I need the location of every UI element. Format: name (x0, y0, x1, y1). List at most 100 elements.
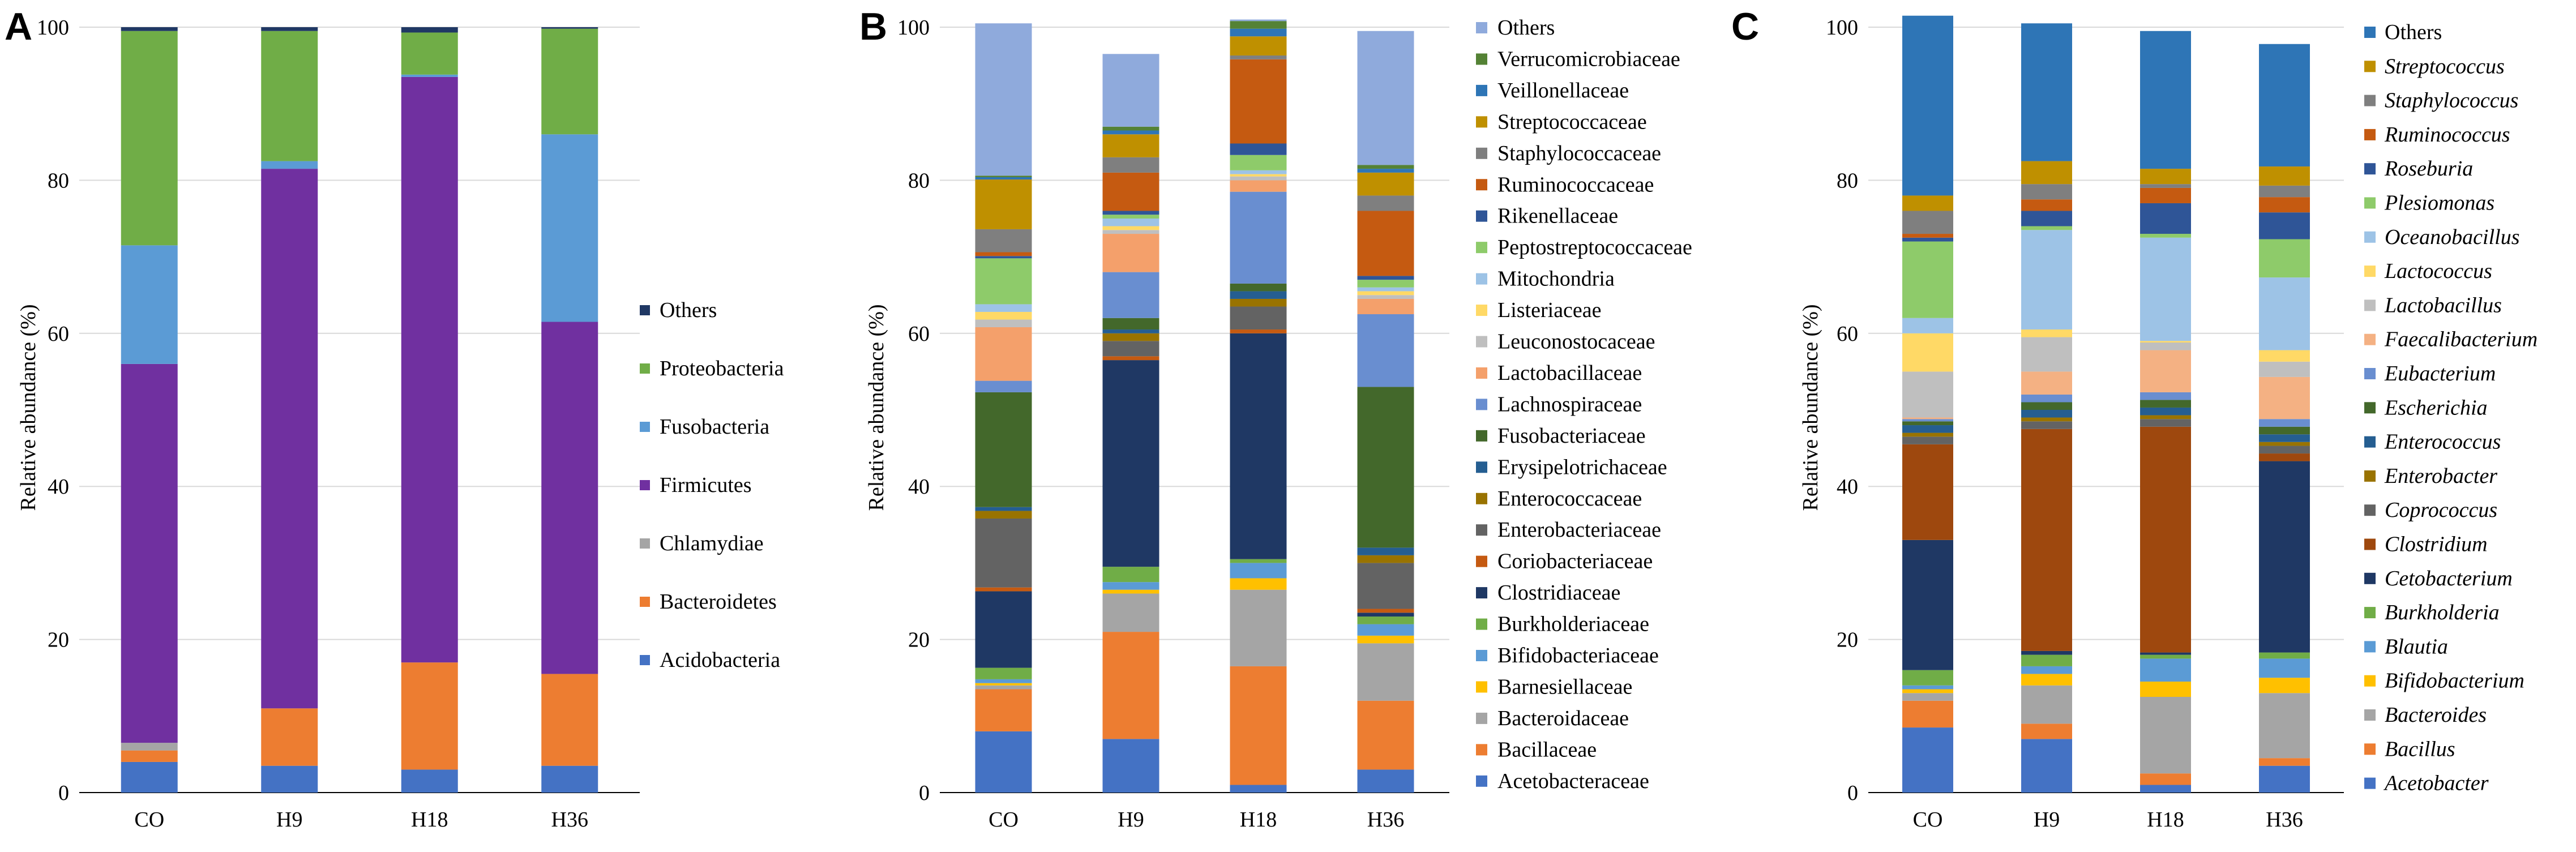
bar-segment-bacteroidaceae (975, 685, 1032, 690)
panel-a-y-axis-label: Relative abundance (%) (16, 304, 40, 511)
legend-label: Lactobacillaceae (1497, 361, 1642, 385)
legend-swatch (1476, 775, 1487, 787)
legend-label: Bacteroidetes (660, 590, 777, 614)
legend-swatch (1476, 650, 1487, 661)
bar-segment-roseburia (2021, 211, 2072, 226)
legend-item-ruminococcaceae: Ruminococcaceae (1476, 173, 1654, 196)
legend-label: Peptostreptococcaceae (1497, 236, 1692, 259)
legend-label: Listeriaceae (1497, 298, 1602, 322)
bar-segment-faecalibacterium (2140, 350, 2191, 392)
bar-segment-bacillus (2259, 758, 2310, 766)
y-tick-label: 20 (48, 628, 69, 652)
legend-swatch (1476, 336, 1487, 348)
legend-item-eubacterium: Eubacterium (2364, 362, 2496, 386)
legend-swatch (2364, 163, 2376, 175)
bar-segment-enterococcaceae (975, 511, 1032, 519)
bar-segment-clostridiaceae (1230, 333, 1287, 559)
panel-b-y-axis-label: Relative abundance (%) (865, 304, 888, 511)
bar-co (1902, 15, 1953, 793)
bar-segment-cetobacterium (1902, 540, 1953, 670)
bar-h18 (1230, 19, 1287, 793)
legend-label: Plesiomonas (2384, 191, 2494, 215)
bar-segment-rikenellaceae (1230, 143, 1287, 155)
panel-c: C 0 20 40 60 80 100 CO H9 H18 H36 Relative abund… (1731, 5, 2538, 832)
legend-label: Bacteroidaceae (1497, 707, 1629, 730)
legend-label: Ruminococcaceae (1497, 173, 1654, 196)
bar-segment-acetobacteraceae (975, 731, 1032, 793)
bar-segment-ruminococcaceae (1102, 172, 1159, 211)
panel-a-y-ticks: 0 20 40 60 80 100 (37, 16, 69, 805)
bar-segment-fusobacteria (401, 74, 458, 77)
bar-co (121, 27, 178, 793)
bar-segment-others (975, 23, 1032, 176)
legend-item-clostridium: Clostridium (2364, 533, 2488, 556)
bar-segment-clostridium (1902, 444, 1953, 540)
legend-label: Staphylococcaceae (1497, 142, 1661, 165)
bar-segment-enterococcus (2021, 410, 2072, 418)
legend-item-escherichia: Escherichia (2364, 396, 2488, 419)
bar-segment-bacteroides (1902, 693, 1953, 701)
legend-swatch (1476, 22, 1487, 33)
bar-segment-cetobacterium (2259, 461, 2310, 653)
x-tick-label: H36 (551, 808, 588, 832)
bar-segment-enterococcaceae (1230, 298, 1287, 307)
bar-segment-clostridiaceae (1357, 613, 1414, 617)
legend-swatch (2364, 299, 2376, 311)
y-tick-label: 80 (1837, 169, 1858, 192)
panel-b-bars (975, 19, 1414, 793)
legend-swatch (1476, 555, 1487, 567)
panel-c-y-ticks: 0 20 40 60 80 100 (1826, 16, 1858, 805)
legend-item-streptococcaceae: Streptococcaceae (1476, 110, 1647, 134)
legend-label: Fusobacteriaceae (1497, 424, 1646, 448)
legend-swatch (640, 480, 650, 490)
legend-swatch (1476, 493, 1487, 504)
legend-item-enterobacter: Enterobacter (2364, 464, 2497, 488)
bar-segment-burkholderia (2259, 652, 2310, 659)
legend-label: Enterococcaceae (1497, 487, 1642, 511)
legend-swatch (640, 422, 650, 432)
bar-segment-fusobacteria (261, 161, 318, 169)
panel-a-bars (121, 27, 598, 793)
bar-segment-coprococcus (2021, 421, 2072, 429)
legend-swatch (640, 655, 650, 665)
legend-swatch (640, 597, 650, 607)
legend-item-cetobacterium: Cetobacterium (2364, 567, 2513, 590)
bar-segment-burkholderia (2021, 654, 2072, 666)
bar-segment-burkholderia (1902, 670, 1953, 686)
bar-segment-acidobacteria (541, 765, 598, 793)
bar-segment-burkholderiaceae (975, 667, 1032, 679)
legend-swatch (1476, 430, 1487, 442)
legend-item-staphylococcaceae: Staphylococcaceae (1476, 142, 1661, 165)
bar-segment-plesiomonas (2140, 234, 2191, 238)
legend-label: Others (1497, 16, 1555, 40)
bar-segment-enterobacteriaceae (975, 518, 1032, 588)
bar-segment-firmicutes (261, 169, 318, 709)
bar-segment-enterobacteriaceae (1102, 341, 1159, 357)
bar-segment-acidobacteria (401, 769, 458, 793)
panel-b-y-ticks: 0 20 40 60 80 100 (897, 16, 930, 805)
bar-segment-plesiomonas (2259, 239, 2310, 278)
legend-swatch (1476, 84, 1487, 96)
panel-a-legend: Others Proteobacteria Fusobacteria Firmicut… (640, 298, 784, 672)
x-tick-label: H18 (1240, 808, 1277, 832)
bar-segment-firmicutes (541, 322, 598, 674)
bar-segment-enterococcus (1902, 425, 1953, 433)
legend-item-others: Others (2364, 20, 2442, 44)
bar-segment-others (2021, 23, 2072, 161)
bar-segment-lactococcus (1902, 333, 1953, 372)
bar-segment-eubacterium (2259, 419, 2310, 427)
bar-segment-enterococcaceae (1102, 333, 1159, 341)
y-tick-label: 60 (48, 322, 69, 346)
bar-segment-enterobacter (2021, 417, 2072, 422)
bar-segment-staphylococcaceae (1357, 195, 1414, 211)
bar-segment-mitochondria (975, 304, 1032, 312)
y-tick-label: 100 (897, 16, 930, 40)
legend-swatch (1476, 587, 1487, 599)
bar-segment-roseburia (2140, 203, 2191, 234)
bar-segment-ruminococcus (1902, 234, 1953, 238)
bar-segment-lactobacillus (2021, 337, 2072, 372)
legend-item-barnesiellaceae: Barnesiellaceae (1476, 675, 1632, 699)
bar-segment-acetobacteraceae (1230, 785, 1287, 793)
bar-segment-barnesiellaceae (1102, 589, 1159, 594)
bar-segment-escherichia (1902, 421, 1953, 426)
